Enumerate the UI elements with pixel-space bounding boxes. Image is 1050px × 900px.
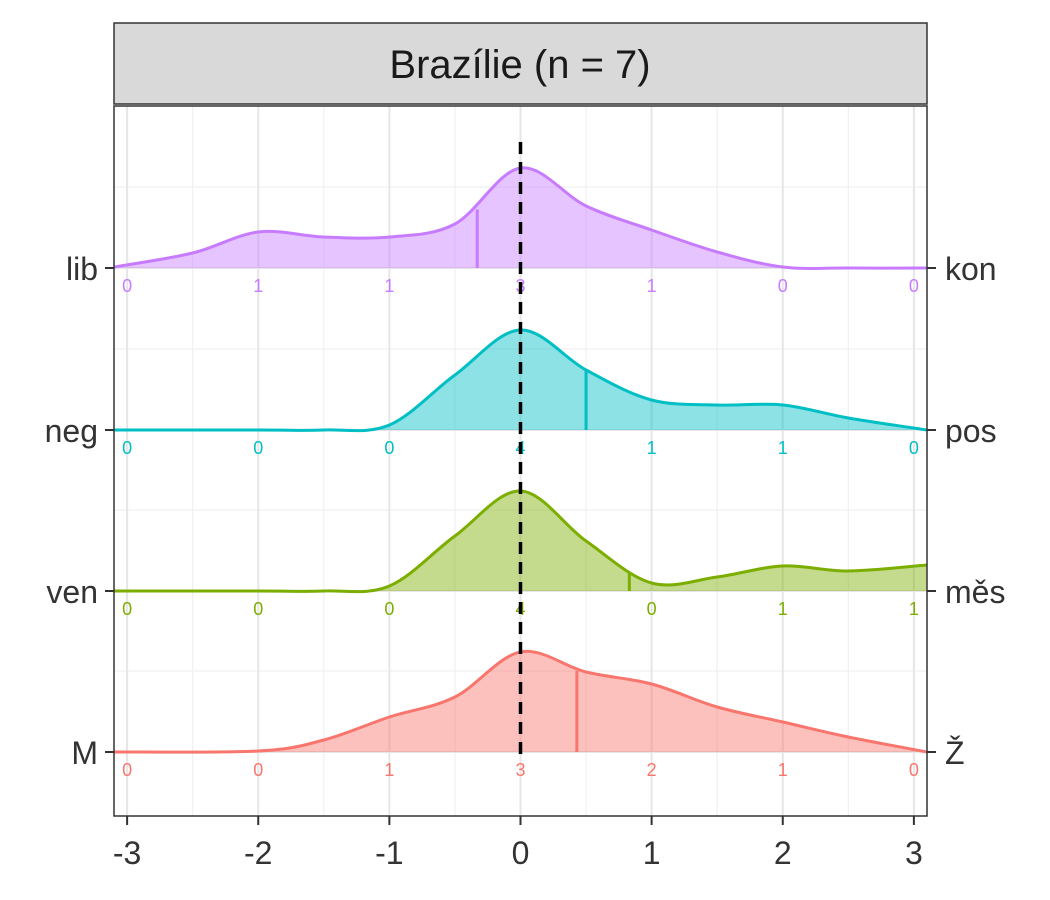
count-label: 1 [647, 276, 657, 296]
x-tick-label: -2 [244, 835, 272, 871]
ridge-M: 0 0 1 3 2 1 0 [113, 649, 928, 780]
x-tick-label: 1 [643, 835, 661, 871]
count-label: 0 [253, 760, 263, 780]
ridge-line [113, 649, 928, 754]
y-label-right: měs [945, 574, 1005, 610]
ridge-area [114, 651, 927, 753]
count-label: 0 [909, 276, 919, 296]
y-label-left: M [71, 735, 98, 771]
count-label: 3 [515, 760, 525, 780]
count-label: 0 [909, 438, 919, 458]
count-label: 0 [384, 438, 394, 458]
count-label: 0 [778, 276, 788, 296]
ridge-area [114, 167, 927, 269]
count-label: 0 [122, 438, 132, 458]
ridge-area [114, 490, 927, 592]
count-label: 0 [384, 599, 394, 619]
y-label-left: lib [66, 251, 98, 287]
count-label: 0 [122, 276, 132, 296]
facet-strip: Brazílie (n = 7) [113, 22, 928, 105]
facet-strip-title: Brazílie (n = 7) [389, 43, 650, 87]
count-label: 0 [122, 760, 132, 780]
count-label: 1 [253, 276, 263, 296]
x-tick-label: -1 [375, 835, 403, 871]
y-label-right: pos [945, 413, 997, 449]
y-label-left: neg [45, 413, 98, 449]
x-tick-label: 0 [512, 835, 530, 871]
y-label-left: ven [46, 574, 98, 610]
count-label: 0 [253, 599, 263, 619]
x-tick-label: -3 [113, 835, 141, 871]
count-label: 1 [778, 438, 788, 458]
x-tick-label: 2 [774, 835, 792, 871]
count-label: 1 [778, 760, 788, 780]
count-label: 0 [253, 438, 263, 458]
x-tick-label: 3 [905, 835, 923, 871]
count-label: 0 [122, 599, 132, 619]
ridges: 0113100000411000040110013210 [113, 166, 928, 780]
facet-strip-box [113, 22, 928, 105]
count-label: 1 [909, 599, 919, 619]
count-label: 0 [647, 599, 657, 619]
y-label-right: Ž [945, 735, 965, 771]
count-label: 0 [909, 760, 919, 780]
ridge-line [114, 489, 928, 594]
ridge-line [114, 328, 928, 433]
count-label: 1 [647, 438, 657, 458]
axes: -3 -2 -1 0 1 2 3 lib kon neg pos ven měs M Ž [45, 251, 1006, 871]
count-label: 1 [384, 760, 394, 780]
count-label: 1 [778, 599, 788, 619]
count-label: 1 [384, 276, 394, 296]
y-label-right: kon [945, 251, 997, 287]
count-label: 2 [647, 760, 657, 780]
ridge-neg: 0004110 [114, 328, 928, 458]
